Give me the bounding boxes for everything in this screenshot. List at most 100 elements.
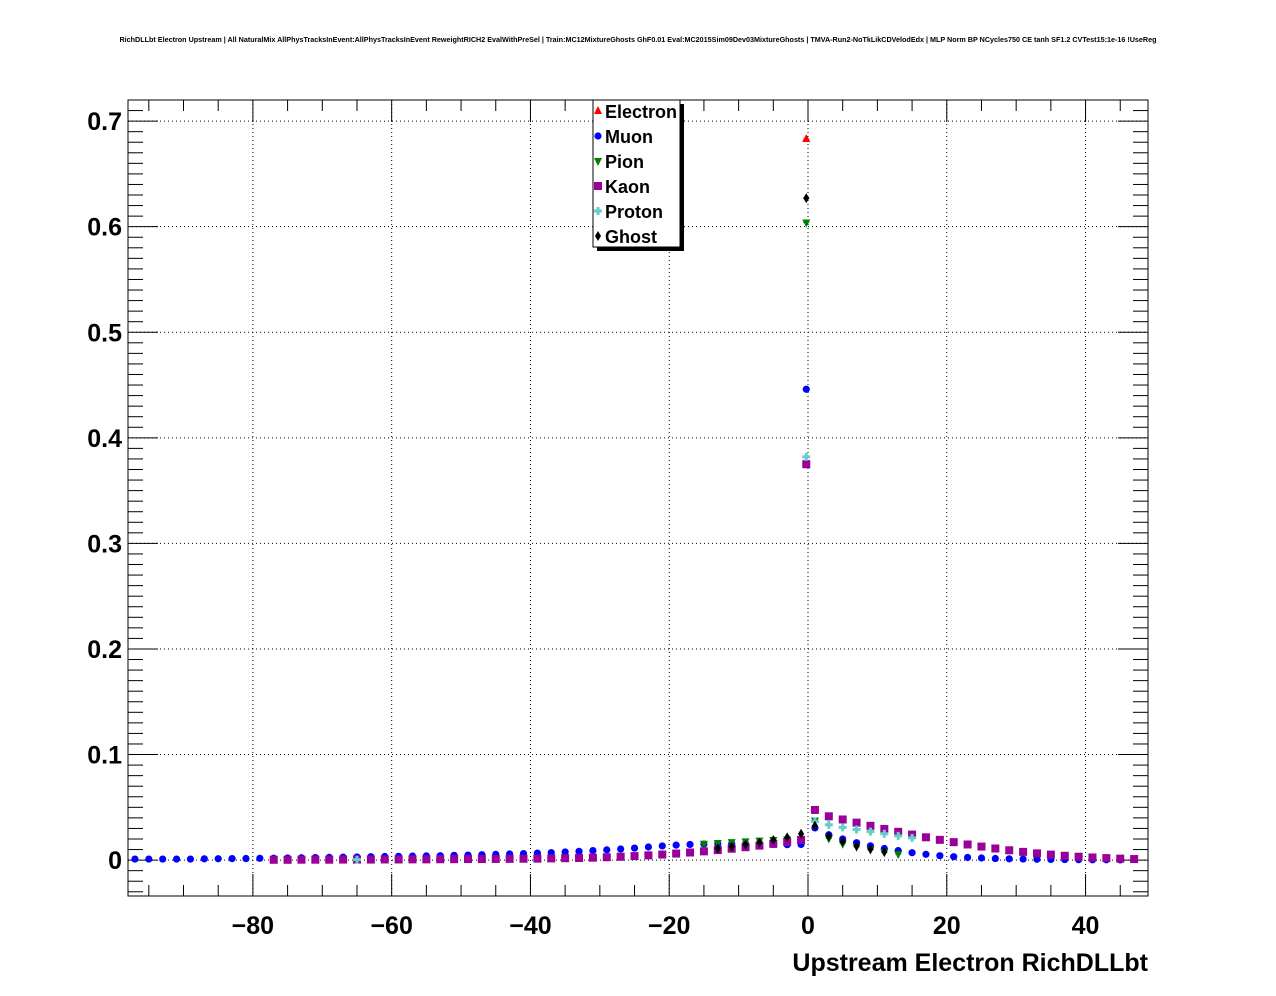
x-tick-label: −40	[509, 912, 551, 940]
y-tick-label: 0.2	[87, 636, 122, 664]
data-point-kaon	[991, 844, 1000, 853]
data-point-kaon	[547, 854, 556, 863]
x-tick-label: −20	[648, 912, 690, 940]
y-tick-label: 0	[108, 847, 122, 875]
data-point-kaon	[533, 854, 542, 863]
data-point-kaon	[810, 805, 819, 814]
x-tick-label: −80	[232, 912, 274, 940]
data-point-kaon	[921, 833, 930, 842]
data-point-muon	[922, 850, 930, 858]
data-point-muon	[575, 847, 583, 855]
series-muon	[131, 385, 1124, 864]
data-point-muon	[547, 849, 555, 857]
data-point-ghost	[770, 835, 777, 846]
tick-labels: −80 −60 −40 −20 0 20 40 0 0.1 0.2 0.3 0.4 0.5 0.6 0.7	[87, 108, 1099, 940]
data-point-ghost	[756, 837, 763, 848]
data-point-muon	[561, 848, 569, 856]
data-point-ghost	[803, 193, 810, 204]
data-point-muon	[977, 854, 986, 862]
data-point-ghost	[728, 841, 735, 852]
data-point-muon	[159, 855, 167, 863]
data-point-muon	[228, 855, 236, 863]
data-point-muon	[686, 840, 694, 849]
data-point-pion	[699, 840, 708, 849]
data-point-ghost	[714, 843, 721, 854]
data-point-proton	[838, 823, 847, 832]
data-point-kaon	[963, 840, 972, 849]
data-point-kaon	[561, 854, 570, 863]
data-point-ghost	[853, 840, 860, 851]
x-tick-label: −60	[370, 912, 412, 940]
data-point-muon	[603, 846, 611, 854]
x-tick-label: 0	[801, 912, 815, 940]
data-point-kaon	[1019, 847, 1028, 856]
data-point-ghost	[742, 839, 749, 850]
data-point-kaon	[824, 812, 833, 821]
x-axis-label: Upstream Electron RichDLLbt	[792, 949, 1148, 977]
x-tick-label: 20	[933, 912, 961, 940]
data-point-kaon	[797, 835, 806, 844]
data-point-proton	[908, 833, 917, 842]
data-point-proton	[894, 831, 903, 840]
data-point-muon	[200, 855, 208, 863]
y-tick-label: 0.7	[87, 108, 122, 136]
data-point-proton	[852, 825, 861, 834]
data-point-kaon	[519, 854, 528, 863]
data-point-muon	[963, 853, 972, 862]
legend-label-kaon: Kaon	[605, 177, 650, 197]
data-points	[131, 134, 1139, 864]
data-point-kaon	[408, 855, 417, 864]
data-point-kaon	[935, 835, 944, 844]
y-tick-label: 0.3	[87, 530, 122, 558]
legend-marker-electron	[594, 106, 602, 114]
series-kaon	[269, 460, 1139, 864]
data-point-kaon	[1005, 846, 1014, 855]
data-point-muon	[908, 849, 916, 857]
data-point-kaon	[575, 853, 584, 862]
data-point-kaon	[422, 855, 431, 864]
data-point-muon	[672, 841, 680, 849]
data-point-proton	[802, 452, 811, 461]
data-point-kaon	[1060, 851, 1069, 860]
data-point-kaon	[802, 460, 811, 469]
data-point-muon	[950, 853, 958, 861]
data-point-muon	[172, 855, 181, 863]
data-point-kaon	[852, 818, 861, 827]
data-point-muon	[644, 843, 653, 851]
data-point-kaon	[644, 851, 653, 860]
data-point-kaon	[588, 853, 597, 862]
data-point-pion	[802, 219, 811, 228]
data-point-kaon	[880, 824, 889, 833]
data-point-muon	[630, 844, 639, 852]
data-point-kaon	[838, 815, 847, 824]
legend-box	[592, 99, 681, 248]
data-point-kaon	[366, 855, 375, 864]
data-point-electron	[802, 134, 811, 143]
data-point-muon	[617, 845, 625, 853]
data-point-muon	[131, 855, 139, 863]
data-point-kaon	[1046, 850, 1055, 859]
tick-marks	[128, 100, 1148, 896]
data-point-proton	[866, 827, 875, 836]
legend-label-ghost: Ghost	[605, 227, 657, 247]
data-point-kaon	[311, 855, 320, 864]
chart-title: RichDLLbt Electron Upstream | All Natura…	[119, 35, 1157, 44]
y-tick-label: 0.5	[87, 319, 122, 347]
data-point-muon	[242, 854, 250, 863]
data-point-proton	[880, 829, 889, 838]
data-point-kaon	[866, 821, 875, 830]
data-point-muon	[936, 852, 944, 860]
legend-label-electron: Electron	[605, 102, 677, 122]
data-point-kaon	[325, 855, 334, 864]
data-point-ghost	[784, 832, 791, 843]
data-point-kaon	[283, 855, 292, 864]
legend-marker-muon	[594, 132, 602, 140]
data-point-muon	[1033, 855, 1041, 863]
data-point-muon	[658, 842, 666, 850]
data-point-muon	[991, 854, 999, 863]
data-point-muon	[214, 855, 222, 863]
series-pion	[699, 219, 903, 860]
data-point-muon	[145, 855, 153, 863]
data-point-kaon	[658, 850, 667, 859]
